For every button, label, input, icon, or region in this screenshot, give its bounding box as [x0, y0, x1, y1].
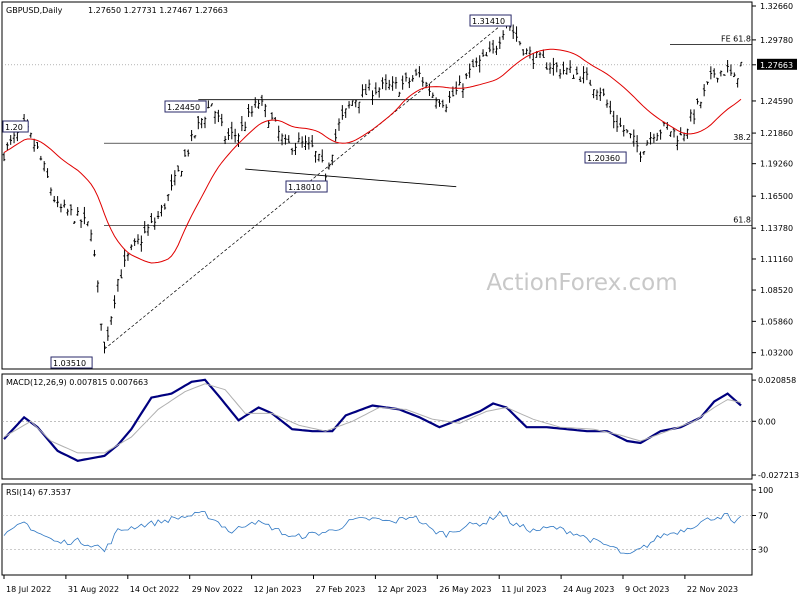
y-tick-label: 1.32660	[760, 2, 793, 11]
level-box	[50, 356, 93, 369]
support-line	[245, 168, 457, 188]
level-label: 1.20360	[587, 154, 620, 163]
level-label: 1.20	[5, 123, 23, 132]
x-tick-label: 24 Aug 2023	[563, 585, 614, 594]
y-tick-label: 1.05860	[760, 317, 793, 326]
x-tick-label: 26 May 2023	[439, 585, 491, 594]
level-box	[2, 120, 29, 133]
ohlc-label: 1.27650 1.27731 1.27467 1.27663	[88, 6, 228, 15]
axis-layer: 1.32660 1.29780 1.27663 1.24590 1.21860 1.192…	[3, 2, 799, 594]
level-label: 1.18010	[288, 183, 321, 192]
fib-label: 61.8	[733, 215, 751, 224]
trend-line	[104, 20, 507, 350]
price-layer: FE 61.8 38.2 61.8 1.24450 1.18010 1.31410 1.20…	[2, 14, 752, 369]
y-tick-label: 1.24590	[760, 97, 793, 106]
y-tick-label: 1.11160	[760, 255, 793, 264]
macd-title: MACD(12,26,9) 0.007815 0.007663	[6, 378, 148, 387]
level-box	[469, 14, 512, 27]
macd-tick-label: 0.020858	[758, 376, 796, 385]
y-tick-label: 1.21860	[760, 129, 793, 138]
y-tick-label: 1.29780	[760, 36, 793, 45]
x-tick-label: 31 Aug 2022	[68, 585, 119, 594]
rsi-panel-frame	[1, 483, 753, 576]
watermark: ActionForex.com	[486, 270, 677, 296]
level-box	[164, 100, 207, 113]
y-tick-label: 1.08520	[760, 286, 793, 295]
macd-tick-label: -0.027213	[758, 471, 799, 480]
macd-layer	[2, 378, 752, 462]
x-tick-label: 11 Jul 2023	[501, 585, 546, 594]
level-box	[584, 151, 627, 164]
x-tick-label: 9 Oct 2023	[625, 585, 669, 594]
rsi-title: RSI(14) 67.3537	[6, 488, 71, 497]
moving-average-line	[3, 48, 742, 264]
fib-label: FE 61.8	[721, 34, 751, 43]
level-label: 1.24450	[167, 103, 200, 112]
rsi-tick-label: 100	[758, 486, 773, 495]
y-tick-label: 1.03200	[760, 349, 793, 358]
y-tick-label: 1.13780	[760, 224, 793, 233]
x-tick-label: 27 Feb 2023	[316, 585, 366, 594]
x-tick-label: 22 Nov 2023	[687, 585, 738, 594]
rsi-tick-label: 30	[758, 546, 768, 555]
x-tick-label: 18 Jul 2022	[6, 585, 51, 594]
macd-signal-line	[3, 383, 742, 454]
y-tick-label: 1.19260	[760, 160, 793, 169]
macd-tick-label: 0.00	[758, 417, 776, 426]
price-panel-frame	[1, 1, 753, 370]
x-tick-label: 29 Nov 2022	[192, 585, 243, 594]
macd-panel-frame	[1, 373, 753, 480]
level-label: 1.31410	[472, 17, 505, 26]
rsi-tick-label: 70	[758, 512, 768, 521]
rsi-line	[3, 510, 742, 555]
level-label: 1.03510	[53, 359, 86, 368]
current-price-label: 1.27663	[760, 61, 793, 70]
rsi-layer	[2, 510, 752, 555]
x-tick-label: 14 Oct 2022	[130, 585, 179, 594]
x-tick-label: 12 Jan 2023	[254, 585, 302, 594]
x-tick-label: 12 Apr 2023	[377, 585, 426, 594]
current-price-marker	[757, 58, 797, 70]
level-box	[285, 180, 328, 193]
symbol-label: GBPUSD,Daily	[6, 6, 63, 15]
y-tick-label: 1.16500	[760, 192, 793, 201]
macd-macd-line	[3, 378, 742, 462]
fib-label: 38.2	[733, 133, 751, 142]
